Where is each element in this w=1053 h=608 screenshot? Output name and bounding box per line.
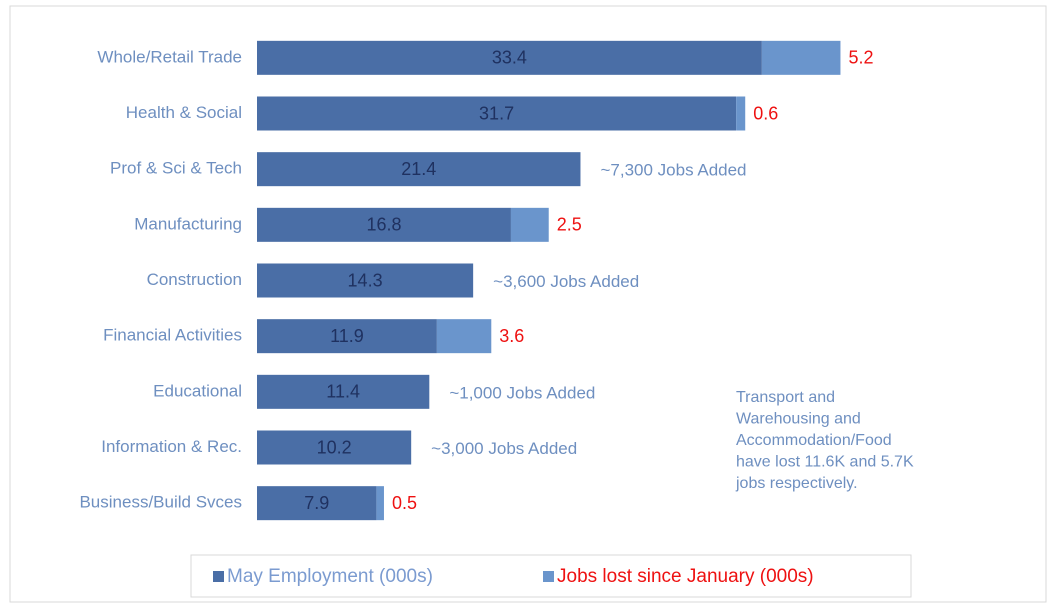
value-label: 16.8 (366, 215, 401, 235)
bar-segment (376, 486, 384, 521)
bar-segment (761, 40, 841, 75)
category-label: Health & Social (126, 103, 242, 122)
value-label: 33.4 (492, 48, 527, 68)
bar-segment (257, 263, 474, 298)
bar-segment (257, 319, 437, 354)
bar-segment (257, 374, 430, 409)
annotation: ~3,600 Jobs Added (493, 272, 639, 291)
category-label: Business/Build Svces (79, 493, 242, 512)
annotation: ~7,300 Jobs Added (600, 161, 746, 180)
annotation: ~1,000 Jobs Added (449, 383, 595, 402)
value-label: 2.5 (557, 215, 582, 235)
value-label: 11.4 (326, 382, 360, 402)
bar-segment (257, 207, 511, 242)
category-label: Construction (147, 270, 242, 289)
annotation: ~3,000 Jobs Added (431, 439, 577, 458)
legend-label: Jobs lost since January (000s) (557, 566, 814, 587)
category-label: Financial Activities (103, 326, 242, 345)
bar-segment (436, 319, 492, 354)
note-line: Accommodation/Food (736, 432, 892, 449)
category-label: Information & Rec. (101, 437, 242, 456)
chart-frame (9, 5, 1047, 603)
value-label: 21.4 (401, 159, 436, 179)
value-label: 0.5 (392, 493, 417, 513)
bar-segment (736, 96, 746, 131)
bar-segment (257, 486, 377, 521)
value-label: 3.6 (499, 326, 524, 346)
value-label: 11.9 (330, 326, 364, 346)
bar-segment (257, 40, 762, 75)
legend-swatch (543, 571, 554, 582)
bar-segment (257, 430, 412, 465)
category-label: Whole/Retail Trade (97, 47, 242, 66)
note-line: Warehousing and (736, 411, 861, 428)
note-line: have lost 11.6K and 5.7K (736, 454, 914, 471)
value-label: 7.9 (304, 493, 329, 513)
category-label: Prof & Sci & Tech (110, 159, 242, 178)
value-label: 14.3 (348, 270, 383, 290)
value-label: 10.2 (317, 437, 352, 457)
value-label: 0.6 (753, 103, 778, 123)
value-label: 31.7 (479, 103, 514, 123)
legend-label: May Employment (000s) (227, 566, 433, 587)
note-line: jobs respectively. (735, 475, 858, 492)
category-label: Manufacturing (134, 214, 242, 233)
bar-segment (257, 152, 581, 187)
bar-segment (257, 96, 737, 131)
category-label: Educational (153, 381, 242, 400)
value-label: 5.2 (848, 48, 873, 68)
legend-swatch (213, 571, 224, 582)
note-line: Transport and (736, 389, 835, 406)
bar-segment (510, 207, 549, 242)
